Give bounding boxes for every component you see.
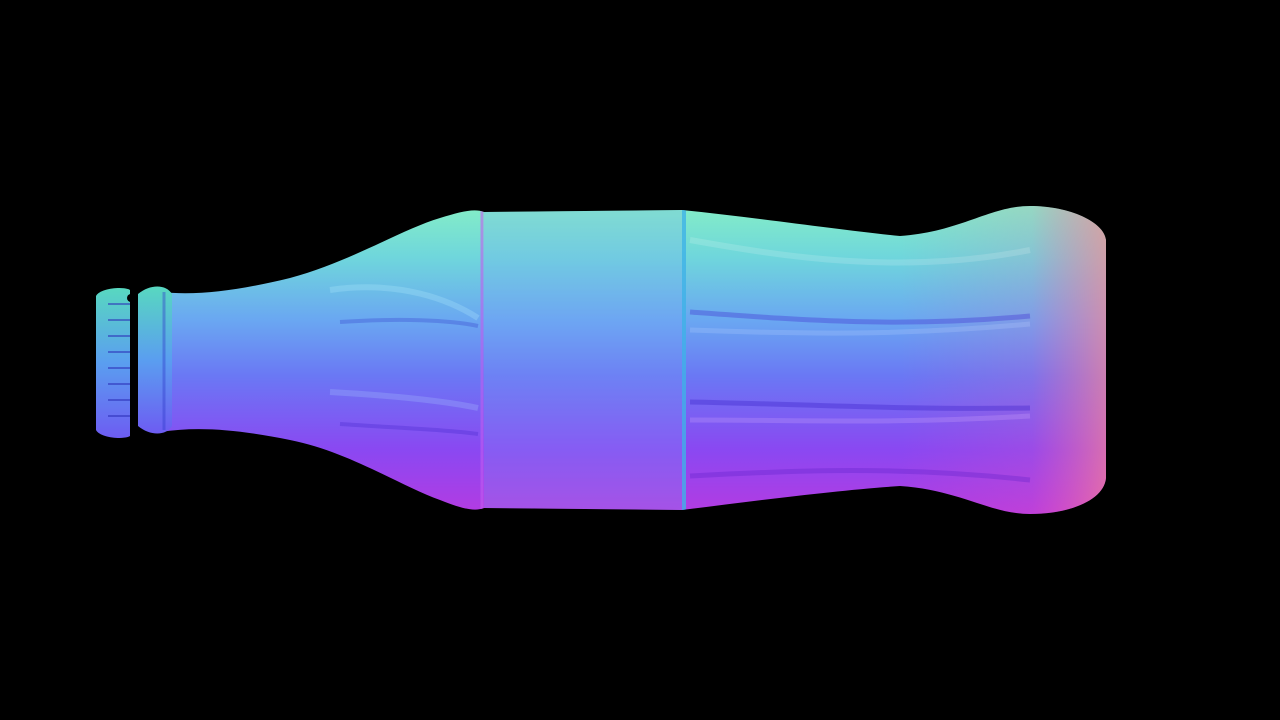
bottle-cap-icon — [96, 288, 135, 438]
bottle-neck-ring — [138, 286, 172, 434]
bottle-body — [160, 206, 1106, 514]
